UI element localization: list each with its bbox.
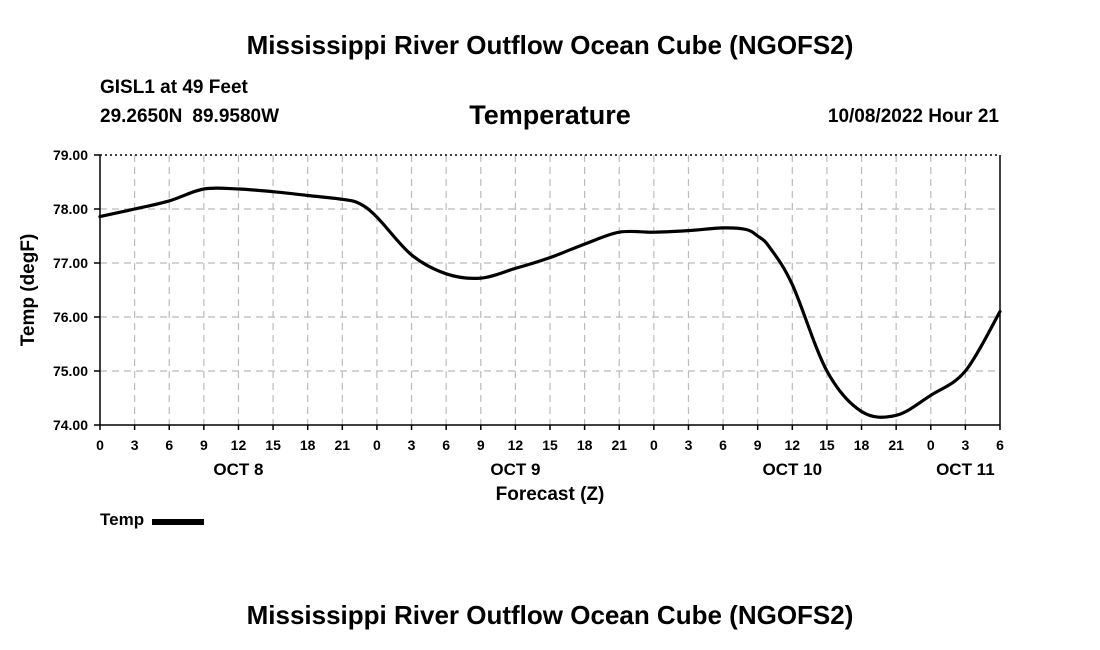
x-tick-label: 21 [611,437,627,453]
x-tick-label: 21 [888,437,904,453]
y-tick-label: 79.00 [53,147,88,163]
axes [94,154,1001,430]
y-tick-label: 76.00 [53,309,88,325]
x-tick-label: 3 [131,437,139,453]
timestamp: 10/08/2022 Hour 21 [827,106,999,127]
x-tick-label: 12 [231,437,247,453]
latitude: 29.2650N [100,106,183,127]
day-label: OCT 8 [213,460,263,479]
x-tick-label: 15 [265,437,281,453]
x-tick-label: 6 [442,437,450,453]
grid [100,155,1000,425]
day-label: OCT 9 [490,460,540,479]
x-tick-label: 18 [300,437,316,453]
station-label: GISL1 at 49 Feet [100,77,248,98]
coordinates: 29.2650N 89.9580W [100,106,279,128]
legend-label: Temp [100,510,145,529]
x-tick-label: 12 [508,437,524,453]
chart-title: Mississippi River Outflow Ocean Cube (NG… [246,30,854,60]
x-tick-label: 9 [754,437,762,453]
series [98,186,1002,419]
parameter-title: Temperature [469,100,631,130]
x-tick-label: 3 [685,437,693,453]
x-tick-label: 12 [785,437,801,453]
y-tick-label: 75.00 [53,363,88,379]
x-tick-label: 9 [200,437,208,453]
x-tick-label: 0 [650,437,658,453]
y-tick-label: 78.00 [53,201,88,217]
x-tick-label: 18 [854,437,870,453]
x-tick-label: 0 [96,437,104,453]
footer-title: Mississippi River Outflow Ocean Cube (NG… [246,600,854,630]
y-tick-label: 77.00 [53,255,88,271]
x-tick-label: 18 [577,437,593,453]
x-tick-label: 9 [477,437,485,453]
legend: Temp [100,510,205,530]
legend-swatch [152,518,205,525]
x-tick-label: 15 [542,437,558,453]
series-line-temp [98,186,1002,419]
day-label: OCT 10 [763,460,823,479]
x-tick-label: 6 [165,437,173,453]
tick-labels: 74.00 75.00 76.00 77.00 78.00 79.00 0 3 6 9 12 15 18… [18,147,1004,505]
x-tick-label: 21 [335,437,351,453]
y-tick-label: 74.00 [53,417,88,433]
x-tick-label: 3 [961,437,969,453]
y-axis-title: Temp (degF) [18,234,39,347]
x-axis-title: Forecast (Z) [496,484,605,505]
longitude: 89.9580W [192,106,280,127]
x-tick-label: 0 [927,437,935,453]
x-tick-label: 3 [408,437,416,453]
x-tick-label: 15 [819,437,835,453]
day-label: OCT 11 [936,460,995,479]
x-tick-label: 6 [719,437,727,453]
x-tick-label: 6 [996,437,1004,453]
x-tick-label: 0 [373,437,381,453]
